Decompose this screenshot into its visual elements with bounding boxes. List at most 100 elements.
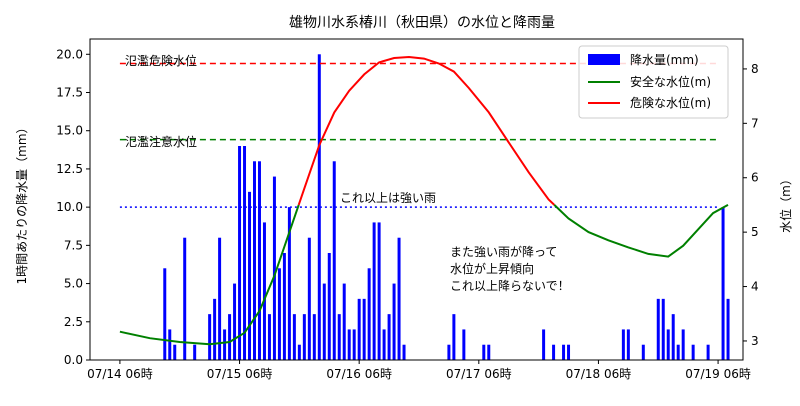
chart-title: 雄物川水系椿川（秋田県）の水位と降雨量 <box>289 15 555 31</box>
x-tick-label: 07/17 06時 <box>446 367 512 381</box>
rain-bars <box>163 54 730 361</box>
rain-bar <box>377 222 381 360</box>
danger-level-label: 氾濫危険水位 <box>125 53 197 68</box>
rain-bar <box>721 207 725 360</box>
rain-bar <box>173 344 177 360</box>
annotation-line-3: これ以上降らないで！ <box>450 279 570 293</box>
y-left-tick-label: 5.0 <box>64 277 83 291</box>
x-tick-label: 07/16 06時 <box>326 367 392 381</box>
y-left-tick-label: 2.5 <box>64 315 83 329</box>
rain-bar <box>562 344 566 360</box>
rain-bar <box>357 298 361 360</box>
rain-bar <box>387 314 391 360</box>
rain-bar <box>243 146 247 360</box>
y-left-tick-label: 7.5 <box>64 238 83 252</box>
rain-bar <box>233 283 237 360</box>
safe-level-series <box>119 204 300 346</box>
legend-rain-label: 降水量(mm) <box>630 53 699 67</box>
rain-bar <box>223 329 227 360</box>
rain-bar <box>332 161 336 360</box>
rain-bar <box>447 344 451 360</box>
y-right-tick-label: 7 <box>751 116 759 130</box>
rain-bar <box>691 344 695 360</box>
rain-bar <box>183 237 187 360</box>
rain-bar <box>322 283 326 360</box>
legend-safe-label: 安全な水位(m) <box>630 74 711 89</box>
safe-level-series <box>553 204 729 258</box>
rain-bar <box>382 329 386 360</box>
rain-bar <box>567 344 571 360</box>
rain-bar <box>302 314 306 360</box>
x-tick-label: 07/18 06時 <box>566 367 632 381</box>
y-left-tick-label: 17.5 <box>56 86 83 100</box>
plot-frame <box>89 38 744 361</box>
danger-level-series <box>297 55 555 206</box>
y-right-tick-label: 8 <box>751 62 759 76</box>
heavy-rain-label: これ以上は強い雨 <box>340 191 436 205</box>
annotation-line-2: 水位が上昇傾向 <box>450 261 534 276</box>
rain-bar <box>626 329 630 360</box>
rain-bar <box>392 283 396 360</box>
rain-bar <box>452 314 456 360</box>
rain-bar <box>372 222 376 360</box>
y-left-tick-label: 10.0 <box>56 200 83 214</box>
x-tick-label: 07/19 06時 <box>685 367 751 381</box>
rain-bar <box>487 344 491 360</box>
x-tick-label: 07/15 06時 <box>207 367 273 381</box>
rain-bar <box>337 314 341 360</box>
rain-bar <box>671 314 675 360</box>
rain-bar <box>362 298 366 360</box>
y-right-tick-label: 5 <box>751 225 759 239</box>
rain-bar <box>676 344 680 360</box>
rain-bar <box>681 329 685 360</box>
water-level-lines <box>119 55 729 346</box>
y-axis-left: 0.0 2.5 5.0 7.5 10.0 12.5 15.0 17.5 20.0 <box>56 47 90 367</box>
rain-bar <box>208 314 212 360</box>
y-left-tick-label: 12.5 <box>56 162 83 176</box>
rain-bar <box>218 237 222 360</box>
caution-level-label: 氾濫注意水位 <box>125 134 197 149</box>
rain-bar <box>352 329 356 360</box>
rain-bar <box>482 344 486 360</box>
y-left-tick-label: 20.0 <box>56 47 83 61</box>
rain-bar <box>317 54 321 361</box>
y-axis-right-label: 水位（m） <box>778 173 793 233</box>
y-right-tick-label: 6 <box>751 171 759 185</box>
rain-bar <box>307 237 311 360</box>
y-right-tick-label: 4 <box>751 280 759 294</box>
y-axis-right: 3 4 5 6 7 8 <box>743 62 759 348</box>
rain-bar <box>248 191 252 360</box>
rain-bar <box>327 253 331 360</box>
rain-bar <box>397 237 401 360</box>
rain-bar <box>168 329 172 360</box>
rain-bar <box>621 329 625 360</box>
rain-bar <box>228 314 232 360</box>
rain-bar <box>253 161 256 360</box>
rain-bar <box>666 329 670 360</box>
rain-bar <box>163 268 167 360</box>
rain-bar <box>272 176 276 360</box>
rain-bar <box>706 344 710 360</box>
legend-rain-swatch <box>588 54 620 65</box>
rain-bar <box>267 314 271 360</box>
rain-bar <box>347 329 351 360</box>
rain-bar <box>257 161 261 360</box>
x-axis: 07/14 06時 07/15 06時 07/16 06時 07/17 06時 07/1… <box>87 360 751 381</box>
y-right-tick-label: 3 <box>751 334 759 348</box>
rain-bar <box>292 314 296 360</box>
rain-bar <box>312 314 316 360</box>
rain-bar <box>282 253 286 360</box>
y-left-tick-label: 15.0 <box>56 124 83 138</box>
rain-bar <box>238 146 242 360</box>
y-left-tick-label: 0.0 <box>64 353 83 367</box>
rain-bar <box>552 344 556 360</box>
rain-bar <box>193 344 197 360</box>
legend: 降水量(mm) 安全な水位(m) 危険な水位(m) <box>578 45 729 119</box>
rain-bar <box>462 329 466 360</box>
rain-bar <box>542 329 546 360</box>
rain-bar <box>402 344 406 360</box>
rain-bar <box>661 298 665 360</box>
rain-bar <box>277 268 281 360</box>
rain-bar <box>342 283 346 360</box>
